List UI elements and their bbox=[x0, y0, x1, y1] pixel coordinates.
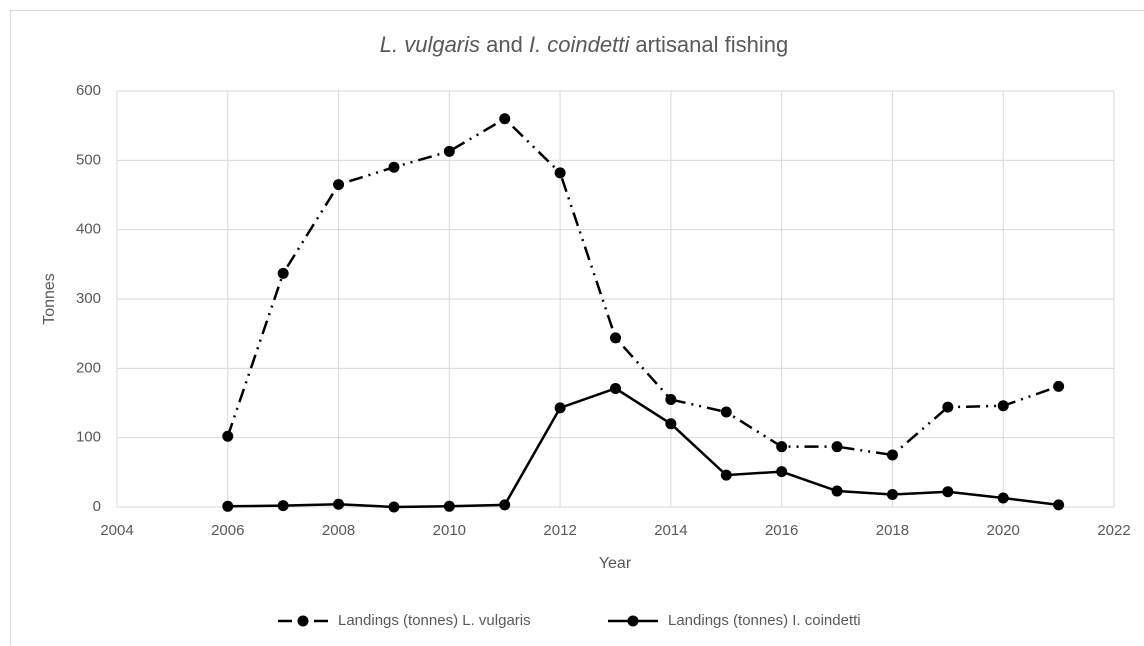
data-point bbox=[776, 466, 788, 478]
legend-label: Landings (tonnes) I. coindetti bbox=[668, 612, 861, 629]
x-tick-label: 2020 bbox=[987, 522, 1020, 539]
data-point bbox=[886, 449, 898, 461]
y-tick-label: 100 bbox=[76, 429, 101, 446]
legend-label: Landings (tonnes) L. vulgaris bbox=[338, 612, 531, 629]
data-point bbox=[388, 501, 400, 513]
chart-frame bbox=[10, 10, 1144, 646]
title-part: I. coindetti bbox=[529, 32, 630, 57]
x-tick-label: 2012 bbox=[543, 522, 576, 539]
legend-marker bbox=[627, 615, 639, 627]
y-tick-label: 200 bbox=[76, 359, 101, 376]
y-tick-label: 500 bbox=[76, 151, 101, 168]
y-tick-label: 400 bbox=[76, 221, 101, 238]
x-tick-label: 2008 bbox=[322, 522, 355, 539]
data-point bbox=[333, 498, 345, 510]
data-point bbox=[277, 267, 289, 279]
data-point bbox=[1053, 499, 1065, 511]
data-point bbox=[443, 500, 455, 512]
x-tick-label: 2016 bbox=[765, 522, 798, 539]
data-point bbox=[554, 402, 566, 414]
title-part: artisanal fishing bbox=[629, 32, 788, 57]
data-point bbox=[776, 441, 788, 453]
data-point bbox=[554, 167, 566, 179]
data-point bbox=[333, 179, 345, 191]
title-part: and bbox=[480, 32, 529, 57]
y-tick-label: 0 bbox=[93, 498, 101, 515]
data-point bbox=[942, 486, 954, 498]
data-point bbox=[388, 161, 400, 173]
data-point bbox=[443, 145, 455, 157]
x-axis-title: Year bbox=[599, 555, 632, 572]
data-point bbox=[997, 492, 1009, 504]
data-point bbox=[831, 441, 843, 453]
chart-title: L. vulgaris and I. coindetti artisanal f… bbox=[380, 32, 788, 57]
y-tick-label: 600 bbox=[76, 82, 101, 99]
x-tick-label: 2014 bbox=[654, 522, 687, 539]
data-point bbox=[886, 489, 898, 501]
legend-marker bbox=[297, 615, 309, 627]
data-point bbox=[277, 500, 289, 512]
x-tick-label: 2006 bbox=[211, 522, 244, 539]
data-point bbox=[997, 400, 1009, 412]
series-line bbox=[227, 387, 1059, 509]
data-point bbox=[499, 499, 511, 511]
data-point bbox=[610, 332, 621, 344]
data-point bbox=[720, 469, 732, 481]
data-point bbox=[499, 113, 511, 125]
y-tick-label: 300 bbox=[76, 290, 101, 307]
title-part: L. vulgaris bbox=[380, 32, 480, 57]
data-point bbox=[942, 401, 954, 413]
series-line bbox=[226, 117, 1060, 457]
x-tick-label: 2018 bbox=[876, 522, 909, 539]
x-tick-label: 2004 bbox=[100, 522, 133, 539]
x-tick-label: 2022 bbox=[1097, 522, 1130, 539]
data-point bbox=[665, 394, 677, 406]
data-point bbox=[831, 485, 843, 497]
data-point bbox=[222, 430, 234, 442]
data-point bbox=[222, 500, 234, 512]
data-point bbox=[720, 406, 732, 418]
x-tick-label: 2010 bbox=[433, 522, 466, 539]
data-point bbox=[665, 418, 677, 430]
y-axis-title: Tonnes bbox=[41, 273, 58, 325]
data-point bbox=[610, 382, 621, 394]
data-point bbox=[1053, 380, 1065, 392]
